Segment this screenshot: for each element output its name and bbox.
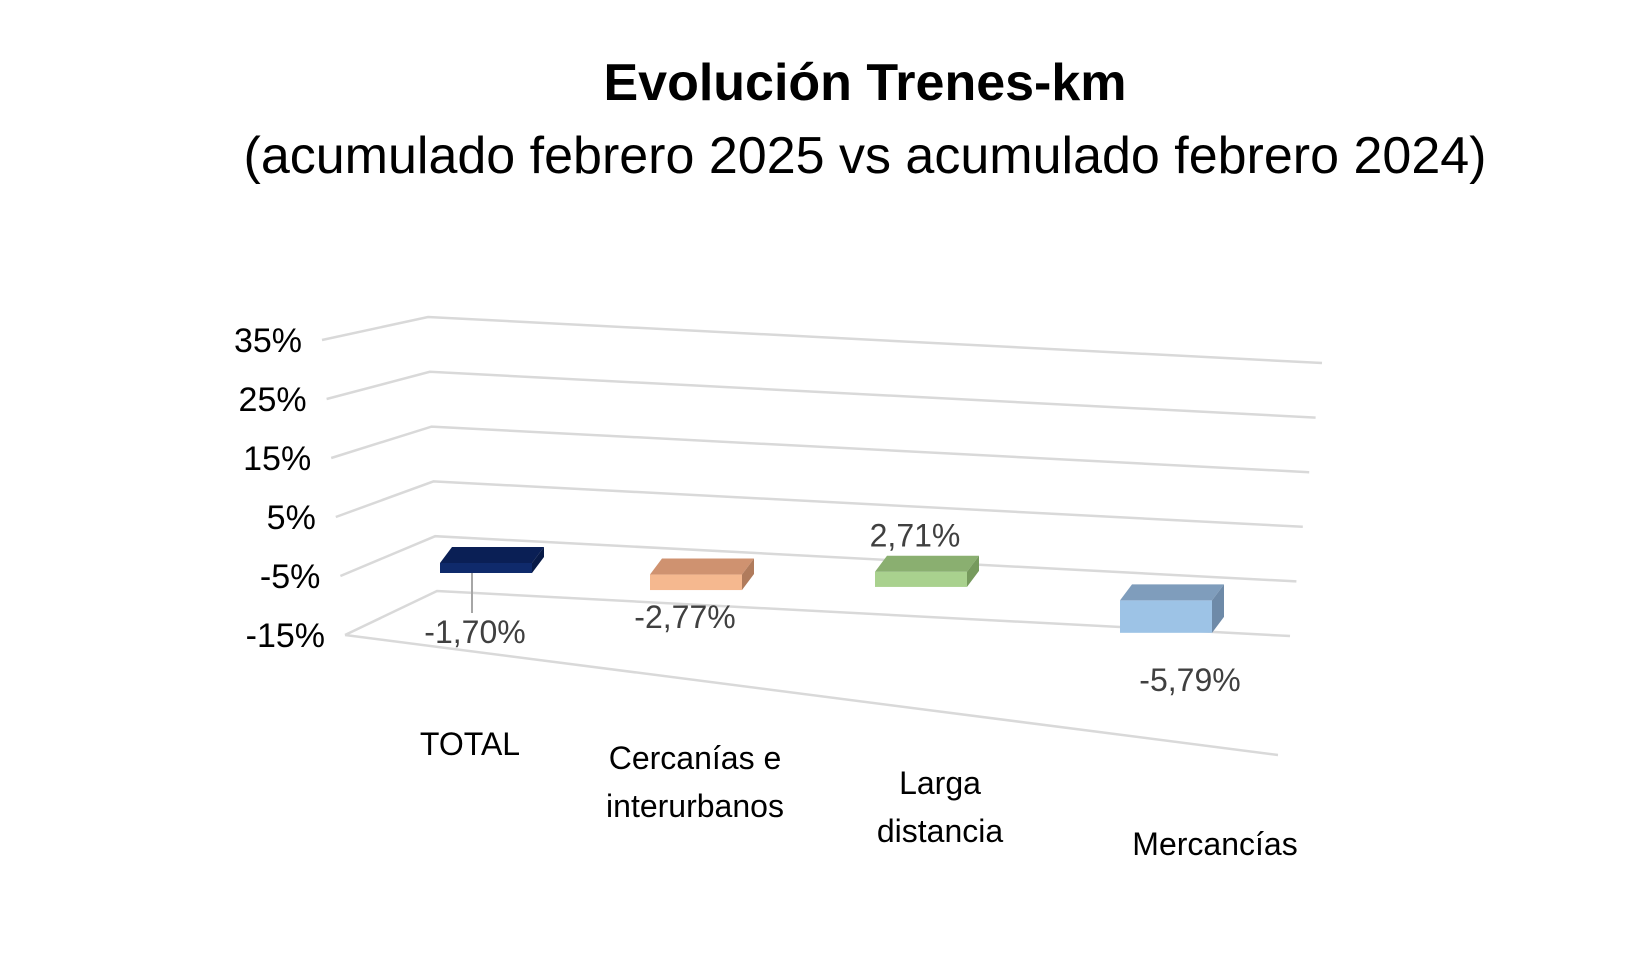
chart-title: Evolución Trenes-km bbox=[603, 54, 1127, 112]
bar bbox=[440, 563, 532, 573]
data-label: -1,70% bbox=[424, 614, 525, 650]
y-tick-label: 35% bbox=[234, 322, 302, 360]
bar-top bbox=[875, 555, 979, 572]
chart-title-block: Evolución Trenes-km (acumulado febrero 2… bbox=[150, 50, 1580, 196]
data-labels: -1,70% -2,77% 2,71% -5,79% bbox=[424, 518, 1240, 698]
bar-top bbox=[1120, 584, 1224, 601]
bar-side bbox=[1212, 584, 1224, 633]
bar-top bbox=[440, 547, 544, 563]
bar-side bbox=[967, 555, 979, 587]
category-label: distancia bbox=[877, 813, 1004, 849]
category-label: Cercanías e bbox=[609, 740, 782, 776]
gridline bbox=[330, 425, 1310, 474]
category-labels: TOTAL Cercanías e interurbanos Larga distanc… bbox=[420, 726, 1298, 862]
bar-side bbox=[742, 558, 754, 591]
gridline bbox=[321, 315, 1323, 365]
y-tick-label: 25% bbox=[239, 381, 307, 419]
gridline bbox=[344, 589, 1291, 638]
y-tick-label: 15% bbox=[243, 440, 311, 478]
bars bbox=[440, 547, 1224, 633]
category-label: TOTAL bbox=[420, 726, 520, 762]
category-label: Mercancías bbox=[1132, 826, 1297, 862]
y-axis-ticks: 35% 25% 15% 5% -5% -15% bbox=[234, 322, 325, 655]
data-label: -5,79% bbox=[1139, 662, 1240, 698]
bar-side bbox=[532, 547, 544, 573]
gridline bbox=[326, 370, 1316, 419]
bar bbox=[1120, 600, 1212, 633]
bar bbox=[875, 571, 967, 587]
bar-top bbox=[650, 558, 754, 575]
y-tick-label: 5% bbox=[267, 499, 316, 537]
category-label: Larga bbox=[899, 765, 981, 801]
y-tick-label: -5% bbox=[260, 558, 320, 596]
data-label: -2,77% bbox=[634, 599, 735, 635]
data-label: 2,71% bbox=[870, 518, 961, 554]
gridline bbox=[335, 480, 1303, 529]
y-tick-label: -15% bbox=[246, 617, 325, 655]
gridlines bbox=[321, 315, 1323, 757]
gridline bbox=[339, 534, 1297, 583]
bar bbox=[650, 574, 742, 591]
category-label: interurbanos bbox=[606, 788, 784, 824]
chart-subtitle: (acumulado febrero 2025 vs acumulado feb… bbox=[243, 127, 1487, 185]
floor-edge bbox=[344, 633, 1279, 757]
